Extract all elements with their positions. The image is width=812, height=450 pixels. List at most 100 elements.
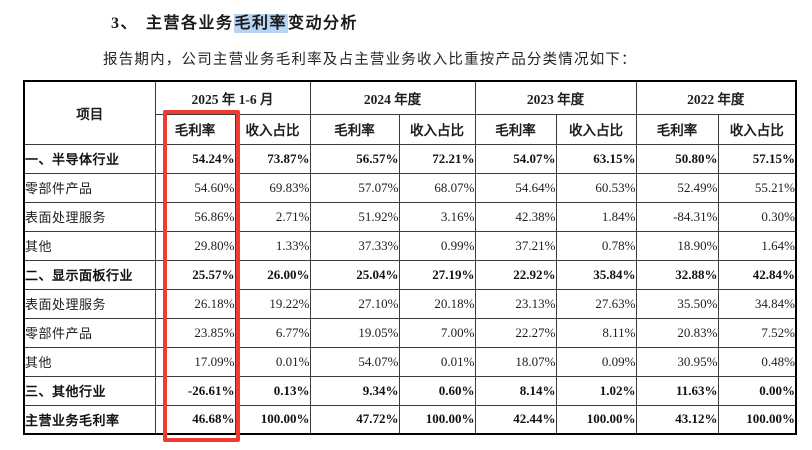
cell-value: 11.63%	[635, 375, 719, 406]
section-number: 3、	[111, 15, 139, 32]
table-header-row-metrics: 毛利率 收入占比 毛利率 收入占比 毛利率 收入占比 毛利率 收入占比	[24, 113, 797, 145]
cell-value: 8.14%	[474, 375, 557, 406]
cell-value: 100.00%	[555, 404, 637, 435]
row-label: 表面处理服务	[23, 288, 156, 319]
cell-value: 0.99%	[398, 230, 476, 261]
cell-value: 0.48%	[717, 346, 797, 377]
col-header-period-2022: 2022 年度	[635, 80, 797, 115]
cell-value: 26.00%	[234, 259, 311, 290]
cell-value: 54.07%	[474, 143, 557, 174]
table-row: 零部件产品 23.85% 6.77% 19.05% 7.00% 22.27% 8.11% 20…	[23, 317, 797, 348]
cell-value: 42.84%	[717, 259, 797, 290]
table-row: 三、其他行业 -26.61% 0.13% 9.34% 0.60% 8.14% 1.02% 11…	[23, 375, 797, 406]
title-text-before: 主营各业务	[146, 15, 234, 32]
cell-value: 0.13%	[234, 375, 311, 406]
cell-value: 56.57%	[309, 143, 400, 174]
col-header-item: 项目	[23, 80, 156, 145]
cell-value: 17.09%	[154, 346, 236, 377]
cell-value: 56.86%	[154, 201, 236, 232]
cell-value: 0.09%	[555, 346, 637, 377]
cell-value: 22.27%	[474, 317, 557, 348]
cell-value: 27.10%	[309, 288, 400, 319]
cell-value: 2.71%	[234, 201, 311, 232]
cell-value: 57.07%	[309, 172, 400, 203]
table-row: 一、半导体行业 54.24% 73.87% 56.57% 72.21% 54.07% 63.…	[23, 143, 797, 174]
cell-value: 34.84%	[717, 288, 797, 319]
cell-value: 42.44%	[474, 404, 557, 435]
table-row: 表面处理服务 26.18% 19.22% 27.10% 20.18% 23.13% 27.6…	[23, 288, 797, 319]
col-header-period-2024: 2024 年度	[309, 80, 476, 115]
cell-value: 20.18%	[398, 288, 476, 319]
col-subheader-gross-margin: 毛利率	[154, 113, 236, 145]
cell-value: 0.01%	[398, 346, 476, 377]
cell-value: 60.53%	[555, 172, 637, 203]
cell-value: 9.34%	[309, 375, 400, 406]
cell-value: 23.13%	[474, 288, 557, 319]
cell-value: 1.33%	[234, 230, 311, 261]
table-header-row-periods: 项目 2025 年 1-6 月 2024 年度 2023 年度 2022 年度	[23, 80, 797, 145]
cell-value: 51.92%	[309, 201, 400, 232]
table-row: 其他 29.80% 1.33% 37.33% 0.99% 37.21% 0.78% 18.90…	[23, 230, 797, 261]
cell-value: 37.33%	[309, 230, 400, 261]
row-label: 其他	[23, 346, 156, 377]
cell-value: 19.05%	[309, 317, 400, 348]
title-text-after: 变动分析	[288, 15, 359, 32]
table-row: 主营业务毛利率 46.68% 100.00% 47.72% 100.00% 42.44% 1…	[23, 404, 797, 435]
cell-value: 23.85%	[154, 317, 236, 348]
cell-value: 18.90%	[635, 230, 719, 261]
cell-value: 0.78%	[555, 230, 637, 261]
cell-value: 54.07%	[309, 346, 400, 377]
cell-value: 27.63%	[555, 288, 637, 319]
cell-value: 22.92%	[474, 259, 557, 290]
cell-value: 69.83%	[234, 172, 311, 203]
table-row: 零部件产品 54.60% 69.83% 57.07% 68.07% 54.64% 60.53…	[23, 172, 797, 203]
col-subheader-revenue-share: 收入占比	[717, 113, 797, 145]
cell-value: 54.24%	[154, 143, 236, 174]
row-label: 三、其他行业	[23, 375, 156, 406]
col-header-period-2023: 2023 年度	[474, 80, 637, 115]
table-row: 其他 17.09% 0.01% 54.07% 0.01% 18.07% 0.09% 30.95…	[23, 346, 797, 377]
cell-value: 32.88%	[635, 259, 719, 290]
cell-value: 52.49%	[635, 172, 719, 203]
cell-value: 37.21%	[474, 230, 557, 261]
cell-value: 72.21%	[398, 143, 476, 174]
cell-value: 18.07%	[474, 346, 557, 377]
row-label: 零部件产品	[23, 317, 156, 348]
cell-value: 6.77%	[234, 317, 311, 348]
col-subheader-revenue-share: 收入占比	[555, 113, 637, 145]
gross-margin-table: 项目 2025 年 1-6 月 2024 年度 2023 年度 2022 年度 …	[23, 80, 797, 435]
cell-value: 1.64%	[717, 230, 797, 261]
cell-value: -84.31%	[635, 201, 719, 232]
cell-value: 47.72%	[309, 404, 400, 435]
cell-value: 7.52%	[717, 317, 797, 348]
cell-value: 50.80%	[635, 143, 719, 174]
cell-value: 25.04%	[309, 259, 400, 290]
cell-value: 46.68%	[154, 404, 236, 435]
cell-value: 0.01%	[234, 346, 311, 377]
cell-value: 29.80%	[154, 230, 236, 261]
cell-value: 63.15%	[555, 143, 637, 174]
cell-value: 0.60%	[398, 375, 476, 406]
cell-value: 100.00%	[717, 404, 797, 435]
cell-value: 0.30%	[717, 201, 797, 232]
cell-value: 73.87%	[234, 143, 311, 174]
row-label: 零部件产品	[23, 172, 156, 203]
cell-value: 7.00%	[398, 317, 476, 348]
cell-value: 100.00%	[398, 404, 476, 435]
cell-value: 57.15%	[717, 143, 797, 174]
row-label: 二、显示面板行业	[23, 259, 156, 290]
cell-value: 55.21%	[717, 172, 797, 203]
row-label: 主营业务毛利率	[23, 404, 156, 435]
cell-value: -26.61%	[154, 375, 236, 406]
table-row: 二、显示面板行业 25.57% 26.00% 25.04% 27.19% 22.92% 35…	[23, 259, 797, 290]
cell-value: 19.22%	[234, 288, 311, 319]
cell-value: 0.00%	[717, 375, 797, 406]
cell-value: 54.64%	[474, 172, 557, 203]
section-title: 3、 主营各业务毛利率变动分析	[111, 9, 358, 33]
col-subheader-gross-margin: 毛利率	[309, 113, 400, 145]
row-label: 表面处理服务	[23, 201, 156, 232]
row-label: 一、半导体行业	[23, 143, 156, 174]
row-label: 其他	[23, 230, 156, 261]
cell-value: 68.07%	[398, 172, 476, 203]
cell-value: 35.50%	[635, 288, 719, 319]
